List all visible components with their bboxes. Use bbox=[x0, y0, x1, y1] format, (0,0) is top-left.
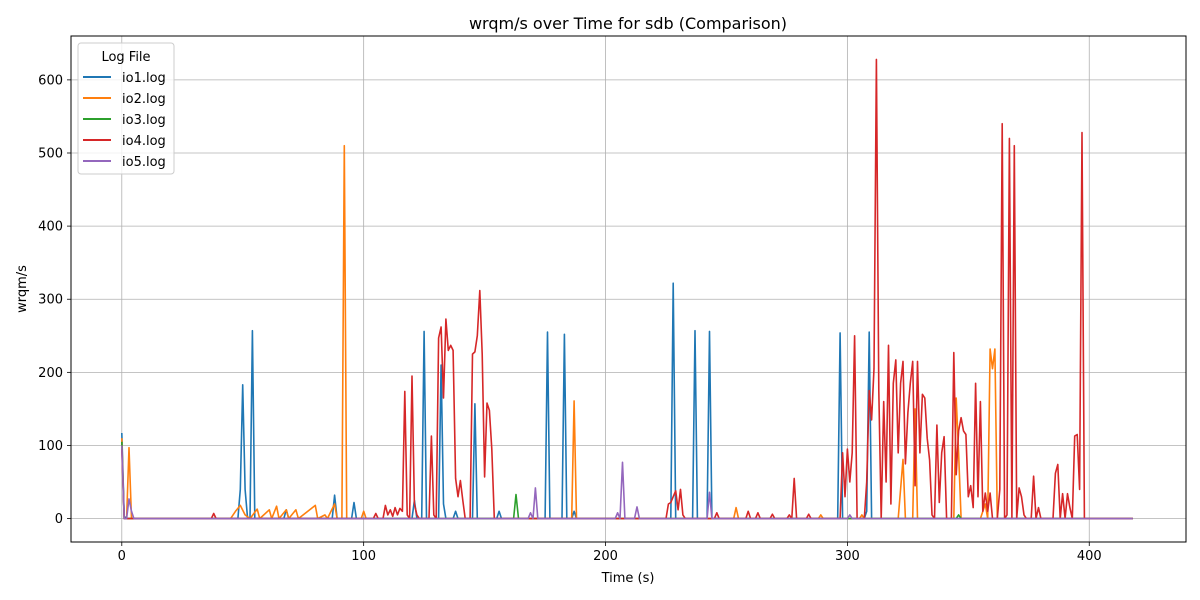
y-tick-label: 200 bbox=[38, 366, 63, 381]
legend-title: Log File bbox=[101, 50, 150, 65]
x-axis-label: Time (s) bbox=[601, 571, 655, 586]
legend-label-io3: io3.log bbox=[122, 113, 166, 128]
plot-frame bbox=[70, 35, 1187, 543]
legend: Log File io1.log io2.log io3.log io4.log io5… bbox=[77, 42, 175, 175]
y-tick-label: 500 bbox=[38, 146, 63, 161]
y-tick-label: 400 bbox=[38, 220, 63, 235]
y-tick-label: 100 bbox=[38, 439, 63, 454]
x-tick-label: 0 bbox=[118, 549, 126, 564]
legend-label-io1: io1.log bbox=[122, 71, 166, 86]
x-tick-label: 200 bbox=[593, 549, 618, 564]
y-tick-label: 300 bbox=[38, 293, 63, 308]
y-tick-label: 600 bbox=[38, 73, 63, 88]
series-line-io5 bbox=[121, 445, 1133, 520]
legend-label-io5: io5.log bbox=[122, 155, 166, 170]
y-tick-label: 0 bbox=[55, 512, 63, 527]
x-tick-label: 300 bbox=[835, 549, 860, 564]
x-tick-label: 100 bbox=[351, 549, 376, 564]
chart-title: wrqm/s over Time for sdb (Comparison) bbox=[469, 14, 787, 33]
x-axis: 0 100 200 300 400 bbox=[118, 542, 1102, 564]
legend-label-io4: io4.log bbox=[122, 134, 166, 149]
x-tick-label: 400 bbox=[1077, 549, 1102, 564]
y-axis: 0 100 200 300 400 500 600 bbox=[38, 73, 71, 527]
y-axis-label: wrqm/s bbox=[15, 265, 30, 313]
legend-box bbox=[77, 42, 175, 175]
legend-items: io1.log io2.log io3.log io4.log io5.log bbox=[83, 71, 166, 170]
legend-label-io2: io2.log bbox=[122, 92, 166, 107]
series-layer bbox=[121, 58, 1133, 520]
